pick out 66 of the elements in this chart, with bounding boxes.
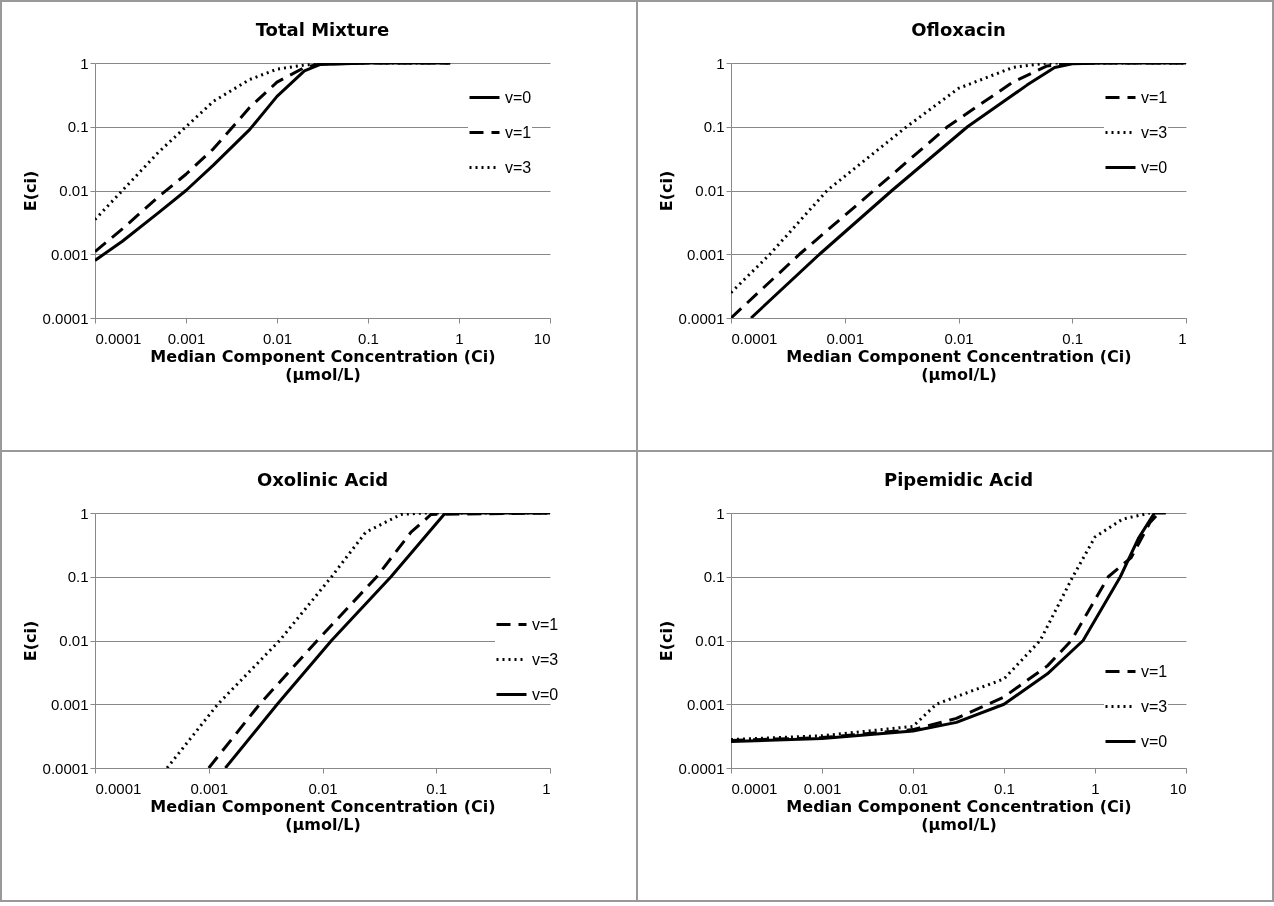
y-tick-label: 0.1 xyxy=(67,118,89,136)
x-axis-title: Median Component Concentration (Ci) (μmol/L) xyxy=(786,346,1132,384)
legend-label: v=1 xyxy=(1141,88,1168,106)
x-axis-title: Median Component Concentration (Ci) (μmol/L) xyxy=(150,346,496,384)
x-tick-label: 0.0001 xyxy=(95,779,142,797)
chart-title: Pipemidic Acid xyxy=(883,469,1034,490)
x-tick-label: 0.001 xyxy=(826,329,865,347)
y-tick-label: 1 xyxy=(80,54,89,72)
legend-label: v=1 xyxy=(532,615,559,633)
y-tick-label: 0.0001 xyxy=(678,759,725,777)
x-tick-label: 0.001 xyxy=(190,779,229,797)
x-tick-label: 0.01 xyxy=(944,329,974,347)
y-tick-label: 1 xyxy=(716,54,725,72)
y-tick-label: 0.1 xyxy=(703,568,725,586)
y-axis-title: E(ci) xyxy=(20,170,40,212)
x-axis-title: Median Component Concentration (Ci) (μmol/L) xyxy=(150,796,496,834)
y-tick-label: 1 xyxy=(716,504,725,522)
y-tick-label: 0.01 xyxy=(695,632,725,649)
y-axis-title: E(ci) xyxy=(20,620,40,662)
y-tick-label: 0.01 xyxy=(695,182,725,199)
x-tick-label: 1 xyxy=(1091,779,1100,797)
x-tick-label: 0.01 xyxy=(308,779,338,797)
y-tick-label: 0.001 xyxy=(686,245,725,263)
legend-label: v=0 xyxy=(1141,158,1168,176)
y-tick-label: 0.001 xyxy=(686,695,725,713)
legend-label: v=1 xyxy=(1141,662,1168,680)
legend-label: v=3 xyxy=(505,158,532,176)
x-tick-label: 0.1 xyxy=(426,779,448,797)
x-tick-label: 0.0001 xyxy=(731,779,778,797)
y-tick-label: 0.1 xyxy=(67,568,89,586)
x-tick-label: 1 xyxy=(542,779,551,797)
legend-label: v=3 xyxy=(532,650,559,668)
y-tick-label: 0.001 xyxy=(50,245,89,263)
chart-title: Oxolinic Acid xyxy=(256,469,389,490)
chart-title: Ofloxacin xyxy=(911,19,1006,40)
x-tick-label: 0.0001 xyxy=(731,329,778,347)
y-tick-label: 0.001 xyxy=(50,695,89,713)
y-axis-title: E(ci) xyxy=(656,620,676,662)
legend-label: v=1 xyxy=(505,123,532,141)
y-tick-label: 0.0001 xyxy=(42,309,89,327)
y-tick-label: 0.0001 xyxy=(678,309,725,327)
y-tick-label: 0.01 xyxy=(59,182,89,199)
x-tick-label: 10 xyxy=(533,329,551,347)
y-axis-title: E(ci) xyxy=(656,170,676,212)
x-tick-label: 1 xyxy=(1178,329,1187,347)
legend-label: v=3 xyxy=(1141,123,1168,141)
x-tick-label: 0.01 xyxy=(898,779,929,797)
y-tick-label: 0.1 xyxy=(703,118,725,136)
x-tick-label: 0.001 xyxy=(803,779,842,797)
legend-label: v=0 xyxy=(505,88,532,106)
x-tick-label: 0.1 xyxy=(994,779,1015,797)
x-axis-title: Median Component Concentration (Ci) (μmol/L) xyxy=(786,796,1132,834)
legend-label: v=3 xyxy=(1141,697,1168,715)
legend-label: v=0 xyxy=(1141,732,1168,750)
y-tick-label: 0.0001 xyxy=(42,759,89,777)
y-tick-label: 1 xyxy=(80,504,89,522)
x-tick-label: 1 xyxy=(455,329,464,347)
x-tick-label: 0.1 xyxy=(1062,329,1084,347)
x-tick-label: 0.001 xyxy=(167,329,206,347)
x-tick-label: 0.1 xyxy=(358,329,379,347)
x-tick-label: 10 xyxy=(1169,779,1187,797)
x-tick-label: 0.0001 xyxy=(95,329,142,347)
legend-label: v=0 xyxy=(532,685,559,703)
y-tick-label: 0.01 xyxy=(59,632,89,649)
chart-title: Total Mixture xyxy=(255,19,390,40)
x-tick-label: 0.01 xyxy=(262,329,293,347)
